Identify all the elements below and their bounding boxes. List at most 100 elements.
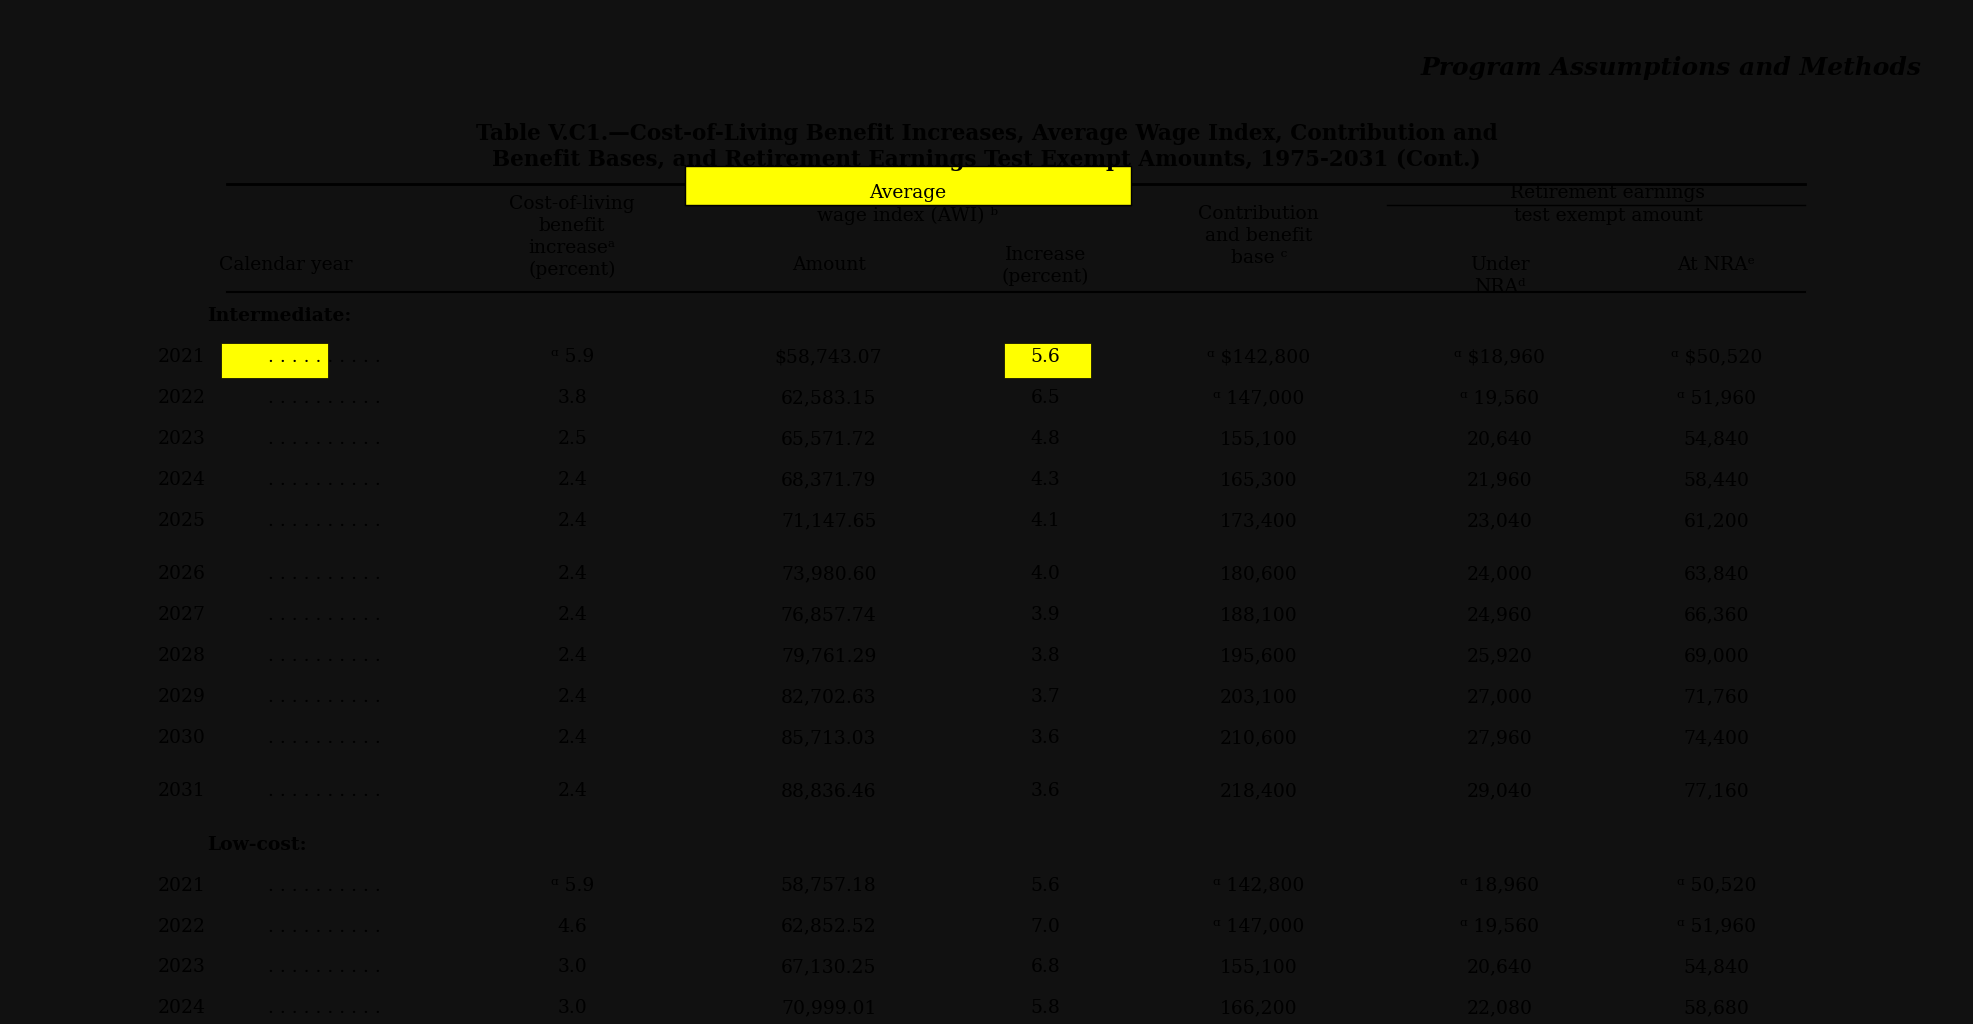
Text: Retirement earnings
test exempt amount: Retirement earnings test exempt amount bbox=[1511, 184, 1705, 224]
Text: 20,640: 20,640 bbox=[1466, 430, 1533, 449]
Text: 3.8: 3.8 bbox=[1030, 647, 1061, 666]
Text: . . . . . . . . . .: . . . . . . . . . . bbox=[262, 348, 381, 367]
Text: 61,200: 61,200 bbox=[1683, 512, 1750, 530]
Text: Average
wage index (AWI) ᵇ: Average wage index (AWI) ᵇ bbox=[817, 184, 998, 225]
Text: 195,600: 195,600 bbox=[1219, 647, 1298, 666]
Text: Contribution
and benefit
base ᶜ: Contribution and benefit base ᶜ bbox=[1198, 205, 1320, 267]
Text: 2.4: 2.4 bbox=[556, 471, 588, 489]
Text: 2023: 2023 bbox=[158, 958, 205, 977]
Text: 6.5: 6.5 bbox=[1030, 389, 1061, 408]
FancyBboxPatch shape bbox=[1004, 343, 1091, 378]
Text: 71,147.65: 71,147.65 bbox=[781, 512, 876, 530]
Text: 210,600: 210,600 bbox=[1219, 729, 1298, 748]
Text: Calendar year: Calendar year bbox=[219, 256, 353, 274]
Text: 3.0: 3.0 bbox=[556, 999, 588, 1018]
Text: 2022: 2022 bbox=[158, 918, 205, 936]
Text: 2.4: 2.4 bbox=[556, 606, 588, 625]
Text: 82,702.63: 82,702.63 bbox=[781, 688, 876, 707]
Text: Benefit Bases, and Retirement Earnings Test Exempt Amounts, 1975-2031 (Cont.): Benefit Bases, and Retirement Earnings T… bbox=[491, 148, 1482, 171]
Text: 66,360: 66,360 bbox=[1683, 606, 1750, 625]
Text: 2021: 2021 bbox=[158, 877, 205, 895]
Text: 27,960: 27,960 bbox=[1466, 729, 1533, 748]
Text: Increase
(percent): Increase (percent) bbox=[1002, 246, 1089, 287]
Text: 3.8: 3.8 bbox=[556, 389, 588, 408]
Text: ᵅ 5.9: ᵅ 5.9 bbox=[550, 877, 594, 895]
Text: ᵅ 51,960: ᵅ 51,960 bbox=[1677, 389, 1756, 408]
Text: At NRAᵉ: At NRAᵉ bbox=[1677, 256, 1756, 274]
Text: . . . . . . . . . .: . . . . . . . . . . bbox=[262, 512, 381, 530]
Text: . . . . . . . . . .: . . . . . . . . . . bbox=[262, 471, 381, 489]
Text: 5.8: 5.8 bbox=[1030, 999, 1061, 1018]
Text: 165,300: 165,300 bbox=[1219, 471, 1298, 489]
Text: 3.6: 3.6 bbox=[1030, 782, 1061, 801]
Text: 218,400: 218,400 bbox=[1219, 782, 1298, 801]
Text: 2.4: 2.4 bbox=[556, 647, 588, 666]
Text: 180,600: 180,600 bbox=[1219, 565, 1298, 584]
Text: Under
NRAᵈ: Under NRAᵈ bbox=[1470, 256, 1529, 296]
Text: ᵅ $18,960: ᵅ $18,960 bbox=[1454, 348, 1545, 367]
Text: . . . . . . . . . .: . . . . . . . . . . bbox=[262, 782, 381, 801]
Text: 155,100: 155,100 bbox=[1219, 958, 1298, 977]
Text: 4.8: 4.8 bbox=[1030, 430, 1061, 449]
Text: Table V.C1.—Cost-of-Living Benefit Increases, Average Wage Index, Contribution a: Table V.C1.—Cost-of-Living Benefit Incre… bbox=[475, 123, 1498, 144]
Text: 25,920: 25,920 bbox=[1466, 647, 1533, 666]
Text: 2024: 2024 bbox=[158, 999, 205, 1018]
Text: . . . . . . . . . .: . . . . . . . . . . bbox=[262, 958, 381, 977]
Text: ᵅ 19,560: ᵅ 19,560 bbox=[1460, 389, 1539, 408]
Text: ᵅ 51,960: ᵅ 51,960 bbox=[1677, 918, 1756, 936]
Text: 2021: 2021 bbox=[158, 348, 205, 367]
Text: 2031: 2031 bbox=[158, 782, 205, 801]
Text: . . . . . . . . . .: . . . . . . . . . . bbox=[262, 688, 381, 707]
Text: 70,999.01: 70,999.01 bbox=[781, 999, 876, 1018]
Text: Intermediate:: Intermediate: bbox=[207, 307, 351, 326]
Text: 23,040: 23,040 bbox=[1466, 512, 1533, 530]
Text: 79,761.29: 79,761.29 bbox=[781, 647, 876, 666]
Text: Cost-of-living
benefit
increaseᵃ
(percent): Cost-of-living benefit increaseᵃ (percen… bbox=[509, 195, 635, 280]
Text: 173,400: 173,400 bbox=[1219, 512, 1298, 530]
Text: 2.5: 2.5 bbox=[556, 430, 588, 449]
Text: 3.9: 3.9 bbox=[1030, 606, 1061, 625]
Text: 22,080: 22,080 bbox=[1466, 999, 1533, 1018]
Text: . . . . . . . . . .: . . . . . . . . . . bbox=[262, 999, 381, 1018]
Text: 2.4: 2.4 bbox=[556, 729, 588, 748]
Text: 7.0: 7.0 bbox=[1030, 918, 1061, 936]
Text: ᵅ 142,800: ᵅ 142,800 bbox=[1213, 877, 1304, 895]
Text: 2022: 2022 bbox=[158, 389, 205, 408]
Text: 5.6: 5.6 bbox=[1030, 877, 1061, 895]
Text: 69,000: 69,000 bbox=[1683, 647, 1750, 666]
Text: ᵅ 18,960: ᵅ 18,960 bbox=[1460, 877, 1539, 895]
Text: 6.8: 6.8 bbox=[1030, 958, 1061, 977]
Text: 68,371.79: 68,371.79 bbox=[781, 471, 876, 489]
Text: 2027: 2027 bbox=[158, 606, 205, 625]
Text: 4.1: 4.1 bbox=[1030, 512, 1061, 530]
Text: ᵅ 147,000: ᵅ 147,000 bbox=[1213, 389, 1304, 408]
Text: Amount: Amount bbox=[791, 256, 866, 274]
Text: 71,760: 71,760 bbox=[1683, 688, 1750, 707]
Text: 76,857.74: 76,857.74 bbox=[781, 606, 876, 625]
Text: 54,840: 54,840 bbox=[1683, 430, 1750, 449]
Text: 2030: 2030 bbox=[158, 729, 205, 748]
Text: 2023: 2023 bbox=[158, 430, 205, 449]
Text: 4.3: 4.3 bbox=[1030, 471, 1061, 489]
Text: 65,571.72: 65,571.72 bbox=[781, 430, 876, 449]
Text: 24,960: 24,960 bbox=[1466, 606, 1533, 625]
FancyBboxPatch shape bbox=[221, 343, 328, 378]
Text: ᵅ 19,560: ᵅ 19,560 bbox=[1460, 918, 1539, 936]
Text: 4.0: 4.0 bbox=[1030, 565, 1061, 584]
Text: 2.4: 2.4 bbox=[556, 688, 588, 707]
Text: 54,840: 54,840 bbox=[1683, 958, 1750, 977]
Text: . . . . . . . . . .: . . . . . . . . . . bbox=[262, 918, 381, 936]
Text: 2.4: 2.4 bbox=[556, 512, 588, 530]
Text: . . . . . . . . . .: . . . . . . . . . . bbox=[262, 877, 381, 895]
Text: 62,583.15: 62,583.15 bbox=[781, 389, 876, 408]
Text: 58,757.18: 58,757.18 bbox=[781, 877, 876, 895]
Text: . . . . . . . . . .: . . . . . . . . . . bbox=[262, 729, 381, 748]
Text: $58,743.07: $58,743.07 bbox=[775, 348, 882, 367]
Text: . . . . . . . . . .: . . . . . . . . . . bbox=[262, 606, 381, 625]
Text: 63,840: 63,840 bbox=[1683, 565, 1750, 584]
Text: 2029: 2029 bbox=[158, 688, 205, 707]
Text: 67,130.25: 67,130.25 bbox=[781, 958, 876, 977]
Text: 2028: 2028 bbox=[158, 647, 205, 666]
Text: 5.6: 5.6 bbox=[1030, 348, 1061, 367]
FancyBboxPatch shape bbox=[685, 166, 1131, 205]
